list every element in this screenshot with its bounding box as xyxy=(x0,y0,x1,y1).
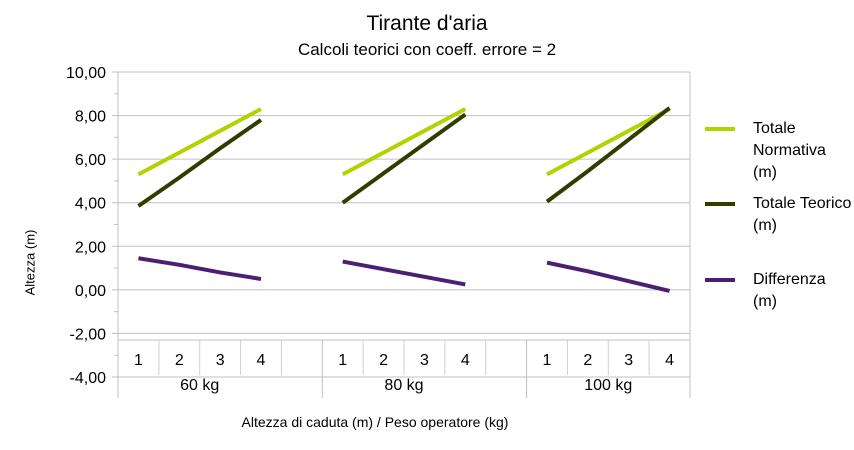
series-line xyxy=(138,256,262,281)
y-tick-label: 10,00 xyxy=(66,65,106,82)
y-tick-label: 4,00 xyxy=(75,196,106,213)
y-tick-label: 8,00 xyxy=(75,109,106,126)
category-tick-label: 4 xyxy=(665,352,674,369)
y-tick-label: 0,00 xyxy=(75,283,106,300)
y-tick-label: 2,00 xyxy=(75,239,106,256)
category-tick-label: 2 xyxy=(583,352,592,369)
category-tick-label: 2 xyxy=(379,352,388,369)
group-label: 100 kg xyxy=(584,377,632,394)
category-tick-label: 2 xyxy=(175,352,184,369)
category-tick-label: 1 xyxy=(338,352,347,369)
legend-swatch xyxy=(705,278,735,282)
group-label: 80 kg xyxy=(384,377,423,394)
series-line xyxy=(341,107,467,177)
series-line xyxy=(342,259,466,287)
y-tick-label: -2,00 xyxy=(70,326,107,343)
category-tick-label: 1 xyxy=(543,352,552,369)
category-tick-label: 4 xyxy=(257,352,266,369)
chart-title: Tirante d'aria xyxy=(366,12,488,35)
category-tick-label: 4 xyxy=(461,352,470,369)
chart-subtitle: Calcoli teorici con coeff. errore = 2 xyxy=(297,40,557,59)
x-axis-label: Altezza di caduta (m) / Peso operatore (… xyxy=(241,414,509,430)
series-line xyxy=(137,107,262,177)
series-line xyxy=(137,118,263,208)
category-tick-label: 3 xyxy=(216,352,225,369)
series-line xyxy=(341,112,467,205)
category-tick-label: 3 xyxy=(420,352,429,369)
series-line xyxy=(546,107,671,177)
y-tick-label: 6,00 xyxy=(75,152,106,169)
series-line xyxy=(545,106,671,204)
legend-label: Totale Teorico (m) xyxy=(753,195,852,234)
legend-label: Differenza (m) xyxy=(753,271,826,310)
y-tick-label: -4,00 xyxy=(70,370,107,387)
group-label: 60 kg xyxy=(180,377,219,394)
legend-swatch xyxy=(705,202,735,206)
legend-swatch xyxy=(705,127,735,131)
series-line xyxy=(546,260,671,293)
category-tick-label: 1 xyxy=(134,352,143,369)
category-tick-label: 3 xyxy=(624,352,633,369)
legend-label: Totale Normativa (m) xyxy=(753,120,826,181)
